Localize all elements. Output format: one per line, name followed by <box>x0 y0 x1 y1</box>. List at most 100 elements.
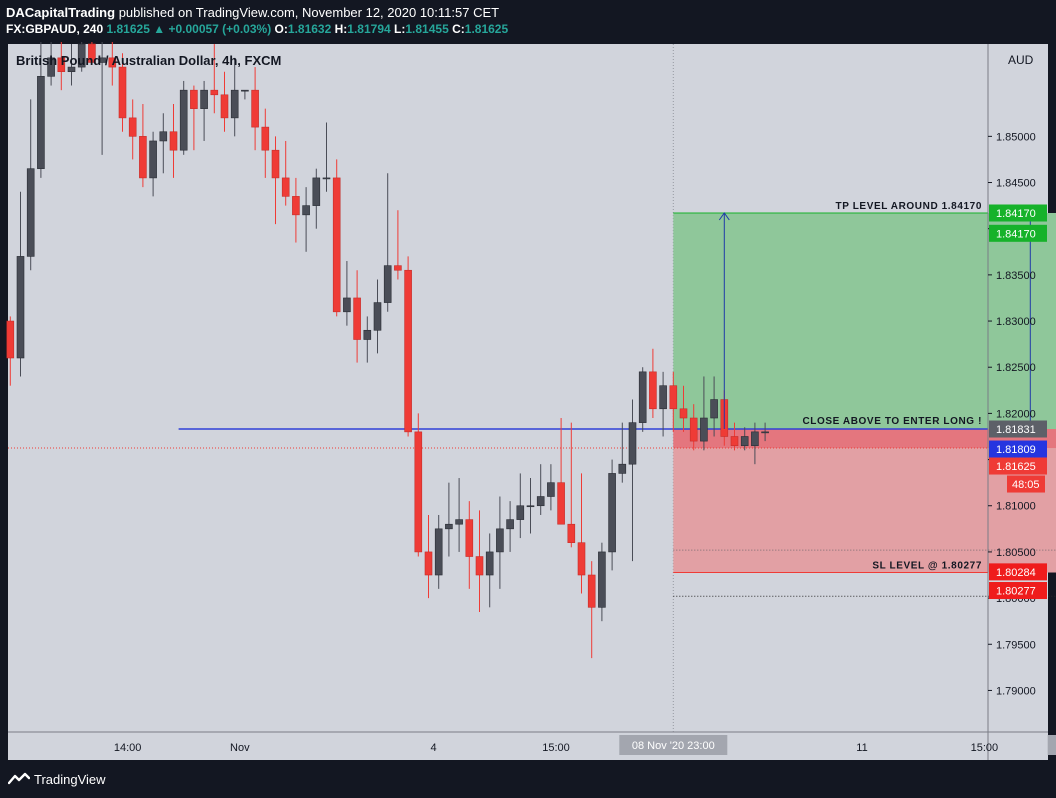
close-label: C: <box>452 22 465 36</box>
candles[interactable] <box>6 42 769 659</box>
candle-body <box>751 431 759 447</box>
price-tick-label: 1.83000 <box>996 316 1036 328</box>
candle-body <box>485 551 494 576</box>
published-info: published on TradingView.com, November 1… <box>118 5 500 20</box>
candle-body <box>281 177 290 197</box>
tp-level-label: TP LEVEL AROUND 1.84170 <box>836 201 982 212</box>
candle-body <box>577 542 586 576</box>
candle-body <box>740 436 749 447</box>
candle-body <box>598 551 606 608</box>
price-badge-label: 1.81831 <box>996 424 1036 436</box>
candle-body <box>496 528 504 553</box>
time-tick-label: 14:00 <box>114 742 142 754</box>
time-tick-label: 15:00 <box>971 742 999 754</box>
candle-body <box>159 131 168 142</box>
candle-body <box>404 269 412 433</box>
candle-body <box>210 89 219 96</box>
tradingview-logo-icon[interactable] <box>8 771 30 787</box>
low-label: L: <box>394 22 406 36</box>
candle-body <box>292 196 300 216</box>
position-zones <box>673 212 1056 597</box>
price-tick-label: 1.81000 <box>996 501 1036 513</box>
candle-body <box>587 574 596 608</box>
chart-title: British Pound / Australian Dollar, 4h, F… <box>16 53 281 68</box>
candle-body <box>526 505 535 508</box>
price-badge <box>989 457 1047 475</box>
candle-body <box>128 117 137 137</box>
candle-body <box>302 205 310 216</box>
candle-body <box>271 149 280 179</box>
candle-body <box>230 89 239 119</box>
level-labels: TP LEVEL AROUND 1.84170 CLOSE ABOVE TO EN… <box>802 201 982 572</box>
candle-body <box>608 473 616 553</box>
candle-body <box>465 519 474 557</box>
time-tick-label: 11 <box>856 742 867 754</box>
price-badge-label: 1.84170 <box>996 228 1036 240</box>
candle-body <box>363 329 372 340</box>
candle-body <box>353 297 361 340</box>
candle-body <box>332 177 341 313</box>
candle-body <box>118 66 127 119</box>
footer-brand[interactable]: TradingView <box>34 772 106 787</box>
price-badge <box>989 582 1047 600</box>
candle-body <box>88 43 96 63</box>
candle-body <box>475 556 484 576</box>
up-triangle-icon: ▲ <box>153 22 166 36</box>
close-value: 1.81625 <box>464 22 509 36</box>
candle-body <box>149 140 157 179</box>
open-value: 1.81632 <box>287 22 332 36</box>
candle-body <box>536 496 545 507</box>
candle-body <box>557 482 565 525</box>
footer: TradingView <box>0 762 1056 798</box>
price-tick-label: 1.79500 <box>996 639 1036 651</box>
candle-body <box>312 177 321 206</box>
price-axis[interactable]: 1.790001.795001.800001.805001.810001.815… <box>988 131 1047 697</box>
price-badge <box>1007 475 1045 493</box>
price-tick-label: 1.85000 <box>996 131 1036 143</box>
profit-zone <box>673 212 1056 430</box>
price-badge-label: 1.81809 <box>996 444 1036 456</box>
candle-body <box>343 297 351 313</box>
candle-body <box>220 94 229 119</box>
candle-body <box>710 399 718 419</box>
high-value: 1.81794 <box>347 22 391 36</box>
candle-body <box>679 408 688 419</box>
price-chart[interactable]: TP LEVEL AROUND 1.84170 CLOSE ABOVE TO EN… <box>0 42 1056 762</box>
candle-body <box>761 431 769 434</box>
price-badge-label: 1.80284 <box>996 567 1036 579</box>
candle-body <box>455 519 463 525</box>
time-highlight-label: 08 Nov '20 23:00 <box>632 740 715 752</box>
candle-body <box>26 168 35 257</box>
live-loss-band <box>673 429 1056 449</box>
candle-body <box>261 126 270 151</box>
candle-body <box>190 89 198 109</box>
candle-body <box>251 89 259 128</box>
candle-body <box>47 57 55 77</box>
candle-body <box>547 482 555 497</box>
price-tick-label: 1.83500 <box>996 270 1036 282</box>
entry-level-label: CLOSE ABOVE TO ENTER LONG ! <box>802 416 982 427</box>
price-badge-label: 1.84170 <box>996 208 1036 220</box>
time-highlight-badge <box>619 735 728 755</box>
vertical-grid <box>672 44 674 732</box>
candle-body <box>6 320 15 359</box>
publish-line: DACapitalTrading published on TradingVie… <box>6 5 499 20</box>
time-tick-label: 15:00 <box>542 742 570 754</box>
candle-body <box>108 57 117 68</box>
price-tick-label: 1.82500 <box>996 362 1036 374</box>
candle-body <box>77 43 86 68</box>
price-tick-label: 1.79000 <box>996 685 1036 697</box>
price-badge <box>989 204 1047 222</box>
candle-body <box>689 417 698 442</box>
candle-body <box>638 371 647 423</box>
time-highlight-badge <box>1047 735 1056 755</box>
publisher-name[interactable]: DACapitalTrading <box>6 5 116 20</box>
candle-body <box>700 417 708 442</box>
candle-body <box>67 66 76 73</box>
candle-body <box>241 89 249 92</box>
currency-label[interactable]: AUD <box>1008 53 1034 67</box>
candle-body <box>628 422 637 465</box>
price-badge-label: 1.80277 <box>996 586 1036 598</box>
high-label: H: <box>334 22 348 36</box>
